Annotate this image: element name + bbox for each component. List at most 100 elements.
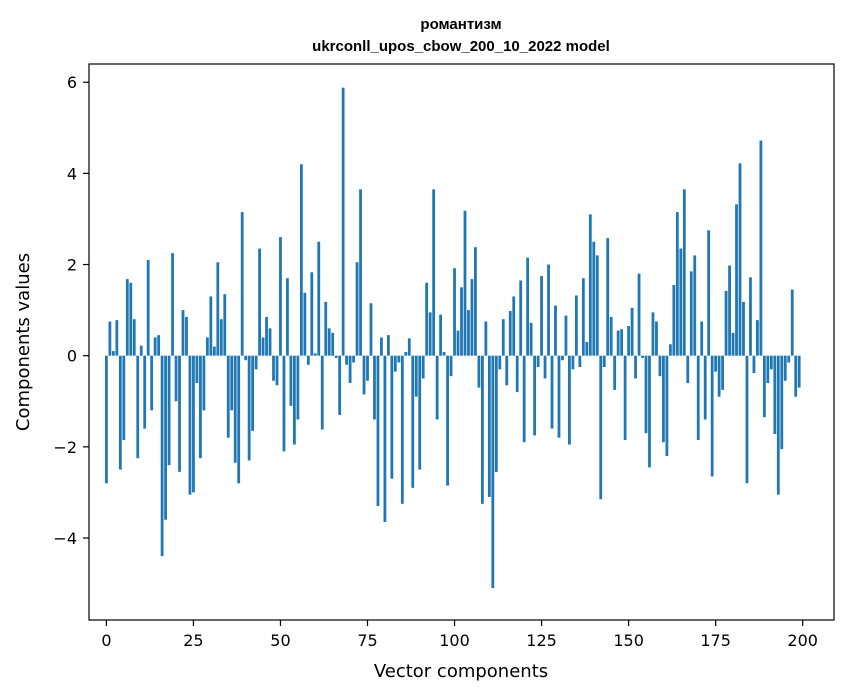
bar bbox=[167, 355, 171, 466]
bar bbox=[672, 285, 676, 356]
bar bbox=[306, 355, 310, 365]
bar bbox=[118, 355, 122, 470]
bar bbox=[731, 332, 735, 356]
x-tick-label: 50 bbox=[270, 631, 290, 650]
bar bbox=[362, 355, 366, 395]
bar bbox=[494, 355, 498, 472]
bar bbox=[390, 355, 394, 479]
bar bbox=[613, 355, 617, 390]
bar bbox=[675, 212, 679, 356]
bar bbox=[240, 212, 244, 356]
bar bbox=[456, 330, 460, 356]
bar bbox=[776, 355, 780, 495]
bar bbox=[602, 355, 606, 368]
bar bbox=[467, 310, 470, 356]
bar bbox=[153, 337, 157, 356]
bar bbox=[411, 355, 415, 488]
bar bbox=[679, 248, 683, 356]
bar bbox=[366, 355, 369, 381]
bar bbox=[623, 355, 627, 440]
bar bbox=[244, 355, 248, 361]
y-tick-label: 0 bbox=[67, 347, 77, 366]
bar bbox=[554, 305, 557, 356]
bar bbox=[310, 272, 314, 356]
bar bbox=[794, 355, 798, 397]
bar bbox=[313, 353, 317, 356]
x-tick-label: 175 bbox=[700, 631, 731, 650]
bar bbox=[700, 321, 704, 356]
bar bbox=[105, 355, 108, 484]
bar bbox=[453, 268, 456, 356]
bar bbox=[449, 355, 453, 377]
bar bbox=[529, 322, 533, 356]
bar bbox=[192, 355, 195, 493]
bar bbox=[752, 355, 756, 373]
bar bbox=[742, 301, 745, 356]
bar bbox=[404, 352, 408, 356]
bar bbox=[484, 321, 488, 356]
bar bbox=[526, 257, 530, 356]
x-axis-label: Vector components bbox=[374, 661, 548, 682]
bar bbox=[160, 355, 164, 557]
bar bbox=[561, 355, 564, 361]
bar bbox=[143, 355, 147, 429]
bar bbox=[588, 214, 592, 356]
bar bbox=[400, 355, 404, 504]
bar bbox=[188, 355, 192, 495]
bar bbox=[738, 163, 742, 356]
bar bbox=[171, 253, 174, 356]
bar bbox=[212, 346, 216, 356]
bar bbox=[272, 355, 275, 381]
bar bbox=[487, 355, 491, 497]
bar bbox=[728, 265, 731, 356]
bar bbox=[550, 355, 554, 429]
y-tick-label: 2 bbox=[67, 256, 77, 275]
bar bbox=[230, 355, 234, 411]
bar bbox=[637, 273, 641, 356]
bar bbox=[219, 319, 223, 356]
bar bbox=[599, 355, 603, 500]
bar bbox=[122, 355, 126, 440]
bar bbox=[783, 355, 787, 381]
bar bbox=[446, 355, 449, 486]
bar bbox=[265, 316, 268, 356]
bar bbox=[226, 355, 230, 438]
bar bbox=[174, 355, 178, 402]
bar bbox=[508, 311, 512, 356]
bar bbox=[686, 355, 690, 384]
bar bbox=[616, 330, 620, 356]
bar bbox=[557, 355, 561, 438]
bar bbox=[327, 328, 331, 356]
bar bbox=[247, 355, 251, 461]
chart-subtitle: ukrconll_upos_cbow_200_10_2022 model bbox=[312, 38, 610, 55]
bar bbox=[432, 189, 436, 356]
bar bbox=[710, 355, 714, 477]
bar bbox=[355, 262, 359, 356]
bar bbox=[320, 355, 324, 430]
bar bbox=[609, 316, 613, 356]
bar bbox=[735, 204, 738, 356]
bar bbox=[717, 355, 721, 397]
bar bbox=[185, 316, 188, 356]
bar bbox=[108, 321, 112, 356]
bar bbox=[146, 259, 150, 356]
bar bbox=[317, 241, 321, 356]
bar bbox=[397, 355, 401, 363]
bar bbox=[641, 355, 644, 358]
bar bbox=[132, 319, 136, 356]
bar bbox=[407, 338, 411, 356]
bar bbox=[644, 355, 648, 434]
bar bbox=[533, 355, 536, 436]
bar bbox=[205, 337, 209, 356]
bar bbox=[766, 355, 770, 384]
bar bbox=[703, 355, 707, 420]
bar bbox=[536, 355, 540, 368]
bar bbox=[223, 294, 227, 356]
bar bbox=[261, 337, 265, 356]
y-tick-label: −4 bbox=[53, 529, 77, 548]
bar bbox=[759, 140, 763, 356]
bar bbox=[435, 355, 439, 420]
bar bbox=[762, 355, 766, 418]
bar bbox=[115, 320, 119, 356]
